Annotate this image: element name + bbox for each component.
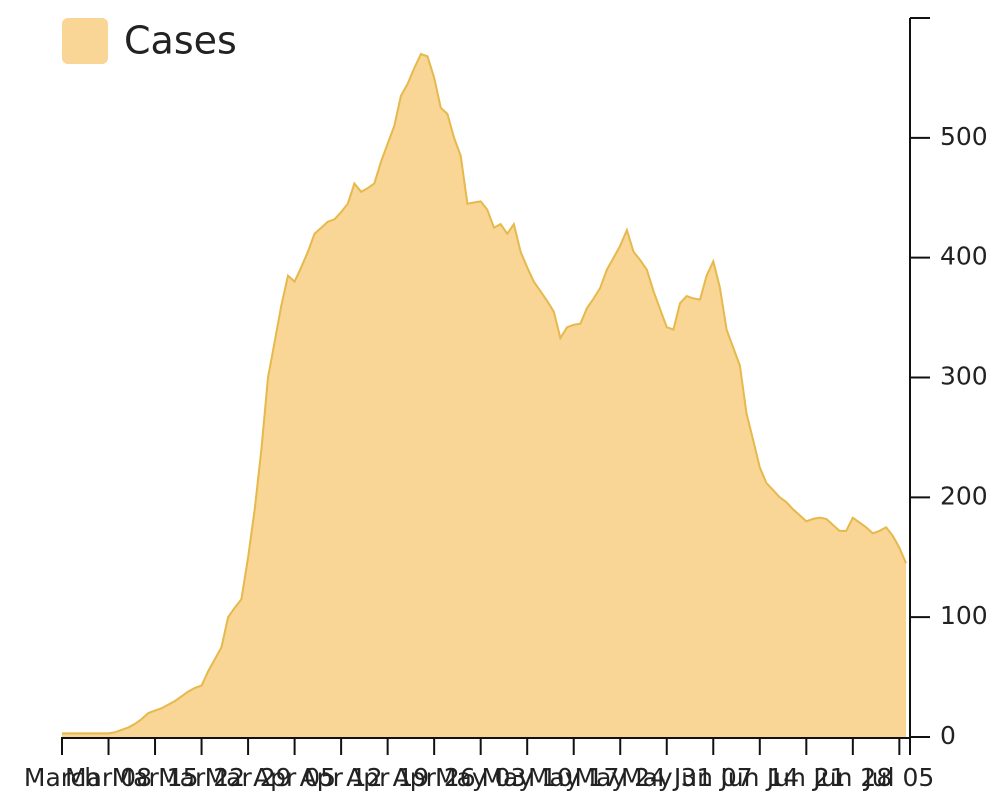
x-tick-label: Mar 15 [112,763,199,792]
y-tick-label: 0 [940,721,956,750]
x-tick-label: Apr 05 [253,763,336,792]
y-tick-label: 100 [940,601,988,630]
x-tick-label: May 17 [528,763,619,792]
x-tick-label: Mar 08 [65,763,152,792]
x-tick-label: Apr 19 [346,763,429,792]
x-tick-label: Jun 07 [672,763,753,792]
x-tick-label: May 10 [481,763,572,792]
legend-swatch [62,18,108,64]
x-tick-label: Apr 26 [393,763,476,792]
x-tick-label: Jun 14 [718,763,799,792]
y-tick-label: 300 [940,362,988,391]
x-tick-label: Mar 22 [158,763,245,792]
y-tick-label: 400 [940,242,988,271]
area-fill [62,54,906,737]
y-tick-label: 200 [940,481,988,510]
x-tick-label: Jun 28 [811,763,892,792]
legend-label: Cases [124,19,237,63]
area-line [62,52,907,735]
x-tick-label: May 31 [621,763,712,792]
x-tick-label: Jun 21 [765,763,846,792]
x-tick-label: Jul 05 [862,763,934,792]
x-tick-label: Apr 12 [300,763,383,792]
y-tick-label: 500 [940,122,988,151]
x-tick-label: Mar 29 [205,763,292,792]
x-tick-label: March [24,763,100,792]
x-tick-label: May 24 [575,763,666,792]
x-tick-label: May 03 [435,763,526,792]
